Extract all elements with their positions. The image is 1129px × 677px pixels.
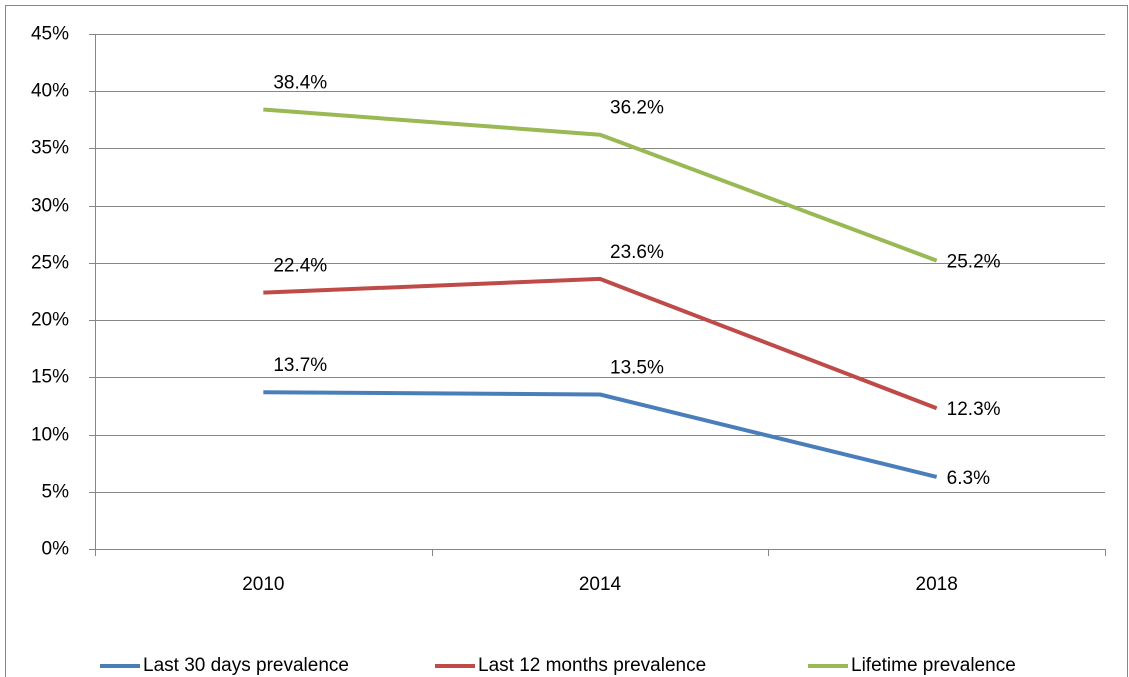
legend-label: Last 30 days prevalence [143, 655, 349, 676]
data-label: 13.5% [610, 358, 664, 379]
legend-label: Last 12 months prevalence [478, 655, 706, 676]
data-label: 36.2% [610, 98, 664, 119]
y-tick-label: 45% [31, 24, 69, 45]
data-label: 22.4% [273, 256, 327, 277]
chart-border [5, 5, 1128, 677]
series-line [263, 276, 938, 411]
x-tick-label: 2010 [242, 574, 284, 595]
data-label: 13.7% [273, 355, 327, 376]
data-label: 23.6% [610, 242, 664, 263]
data-label: 25.2% [947, 252, 1001, 273]
data-label: 6.3% [947, 468, 990, 489]
y-tick-label: 10% [31, 425, 69, 446]
y-tick-label: 0% [42, 539, 70, 560]
y-tick-label: 35% [31, 138, 69, 159]
y-tick-label: 5% [42, 482, 70, 503]
data-label: 38.4% [273, 73, 327, 94]
series-line [263, 107, 938, 263]
y-tick-label: 30% [31, 196, 69, 217]
legend-label: Lifetime prevalence [851, 655, 1016, 676]
data-label: 12.3% [947, 399, 1001, 420]
series-line [263, 390, 938, 479]
x-tick-label: 2014 [579, 574, 622, 595]
y-tick-label: 15% [31, 367, 69, 388]
x-tick-label: 2018 [916, 574, 958, 595]
y-tick-label: 20% [31, 310, 69, 331]
y-tick-label: 40% [31, 81, 69, 102]
y-tick-label: 25% [31, 253, 69, 274]
